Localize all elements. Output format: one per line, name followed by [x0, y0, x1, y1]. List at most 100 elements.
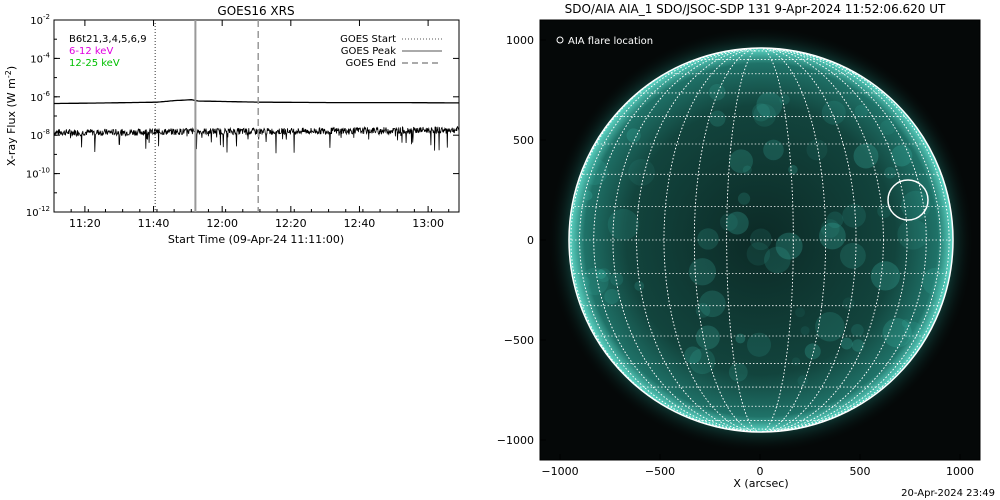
active-region-blob	[742, 165, 752, 175]
y-tick-label: 10-8	[30, 128, 50, 142]
y-tick-label: 500	[513, 134, 534, 147]
event-legend-item: GOES Start	[340, 34, 396, 45]
active-region-blob	[795, 307, 805, 318]
solar-limb	[568, 47, 954, 433]
event-lines	[154, 20, 259, 212]
x-tick-label: 0	[757, 465, 764, 478]
x-tick-label: 1000	[946, 465, 974, 478]
active-region-blob	[854, 104, 868, 119]
active-region-blob	[581, 158, 608, 186]
active-region-blob	[750, 228, 772, 251]
active-region-blob	[815, 312, 845, 342]
active-region-blob	[708, 83, 726, 101]
longitude-line	[636, 48, 884, 432]
x-axis: 11:20 11:40 12:00 12:20 12:40 13:00	[53, 20, 450, 230]
x-tick-label: 12:40	[344, 217, 376, 230]
series-group	[54, 99, 459, 154]
active-region-blob	[581, 267, 609, 296]
longitude-line	[593, 48, 927, 432]
active-region-blob	[842, 203, 866, 228]
active-region-blob	[806, 139, 828, 161]
longitude-line	[693, 48, 827, 432]
active-region-blob	[800, 326, 810, 336]
active-region-blob	[737, 192, 751, 205]
active-region-blob	[695, 325, 720, 350]
y-axis-label: X-ray Flux (W m-2)	[4, 66, 18, 166]
active-region-blob	[695, 303, 711, 318]
x-tick-label: 12:20	[275, 217, 307, 230]
series-line	[54, 99, 459, 105]
active-region-blob	[853, 143, 879, 169]
active-region-blob	[840, 337, 853, 350]
active-region-blob	[870, 261, 901, 291]
active-region-blob	[628, 158, 655, 186]
goes-xrs-chart: GOES16 XRS 11:20 11:40 12:00 12:20 12:40 13:0…	[4, 4, 460, 246]
x-axis-label: X (arcsec)	[733, 477, 788, 490]
active-region-blob	[688, 258, 717, 286]
active-region-blob	[579, 276, 591, 288]
active-region-blob	[753, 103, 776, 127]
active-region-blob	[684, 346, 702, 364]
plot-frame	[53, 19, 460, 213]
active-region-blob	[607, 208, 640, 241]
x-tick-label: 500	[850, 465, 871, 478]
y-tick-label: 10-6	[30, 90, 50, 104]
active-region-blob	[882, 318, 912, 348]
active-region-blob	[699, 290, 726, 318]
x-axis-label: Start Time (09-Apr-24 11:11:00)	[168, 233, 344, 246]
active-region-blob	[751, 103, 771, 122]
active-region-blob	[842, 297, 855, 310]
image-title: SDO/AIA AIA_1 SDO/JSOC-SDP 131 9-Apr-202…	[565, 2, 946, 16]
y-tick-label: 10-12	[26, 205, 50, 219]
chart-title: GOES16 XRS	[217, 4, 294, 18]
y-axis: 10-2 10-4 10-6 10-8 10-10 10-12	[26, 13, 459, 219]
y-tick-label: 1000	[506, 34, 534, 47]
y-tick-label: −1000	[497, 434, 534, 447]
longitude-line	[663, 48, 857, 432]
y-axis: 1000 500 0 −500 −1000	[497, 34, 546, 447]
active-regions	[579, 83, 953, 387]
channel-legend-item: B6t21,3,4,5,6,9	[69, 34, 147, 45]
active-region-blob	[851, 339, 865, 352]
active-region-blob	[709, 110, 726, 127]
active-region-blob	[725, 211, 749, 235]
active-region-blob	[880, 119, 896, 135]
active-region-blob	[820, 219, 840, 238]
active-region-blob	[719, 213, 738, 232]
active-region-blob	[689, 348, 716, 375]
active-region-blob	[901, 190, 931, 221]
active-region-blob	[582, 190, 593, 201]
legend-marker-icon	[556, 36, 564, 44]
active-region-blob	[610, 272, 624, 286]
longitude-line	[579, 48, 941, 432]
heliographic-grid	[569, 48, 952, 432]
longitude-line	[612, 48, 908, 432]
event-legend-item: GOES Peak	[341, 46, 396, 57]
active-region-blob	[897, 218, 929, 250]
active-region-blob	[697, 228, 719, 250]
active-region-blob	[804, 343, 821, 360]
active-region-blob	[884, 167, 896, 179]
image-legend: AIA flare location	[568, 36, 653, 47]
active-region-blob	[901, 319, 910, 328]
footer-timestamp: 20-Apr-2024 23:49	[901, 488, 995, 499]
x-tick-label: 12:00	[206, 217, 238, 230]
y-tick-label: −500	[504, 334, 534, 347]
active-region-blob	[763, 139, 784, 161]
x-tick-label: 13:00	[412, 217, 444, 230]
y-tick-label: 10-10	[26, 167, 50, 181]
channel-legend-item: 6-12 keV	[69, 46, 113, 57]
x-tick-label: 11:40	[138, 217, 170, 230]
active-region-blob	[746, 242, 771, 266]
active-region-blob	[821, 100, 846, 125]
active-region-blob	[942, 235, 953, 246]
y-tick-label: 10-4	[30, 51, 50, 65]
active-region-blob	[634, 281, 645, 291]
x-tick-label: −1000	[541, 465, 578, 478]
active-region-blob	[826, 211, 844, 229]
active-region-blob	[626, 128, 641, 143]
active-region-blob	[788, 164, 798, 175]
